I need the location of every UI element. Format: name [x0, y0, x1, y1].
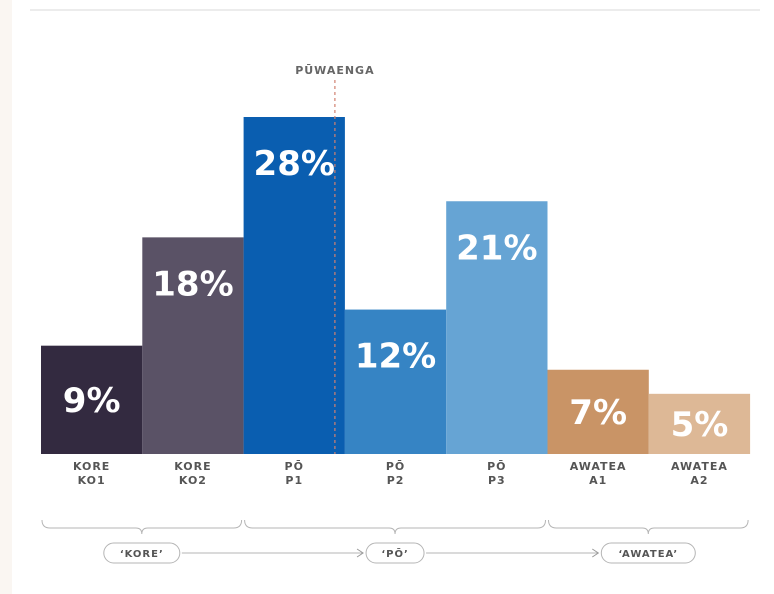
- phase-brace: [41, 519, 243, 535]
- phase-label: ‘KORE’: [120, 549, 164, 560]
- category-group-label: KORE: [73, 460, 110, 473]
- value-label-p2: 12%: [355, 337, 436, 377]
- value-label-p1: 28%: [254, 144, 335, 184]
- marker-label: PŪWAENGA: [295, 64, 374, 77]
- value-label-p3: 21%: [456, 228, 537, 268]
- value-label-a1: 7%: [569, 393, 627, 433]
- category-group-label: AWATEA: [570, 460, 627, 473]
- bar-ko1: [41, 345, 143, 454]
- phase-arrow-head: [356, 548, 364, 558]
- phase-label: ‘PŌ’: [381, 547, 408, 560]
- phase-pill: [103, 542, 181, 564]
- value-label-a2: 5%: [671, 405, 729, 445]
- bar-a1: [547, 369, 649, 454]
- phase-pill: [365, 542, 425, 564]
- phase-pill: [600, 542, 696, 564]
- category-code-label: A1: [589, 474, 607, 487]
- category-group-label: AWATEA: [671, 460, 728, 473]
- category-code-label: KO1: [78, 474, 106, 487]
- category-code-label: P3: [488, 474, 506, 487]
- category-group-label: PŌ: [285, 460, 304, 473]
- category-code-label: P2: [387, 474, 405, 487]
- category-code-label: A2: [690, 474, 708, 487]
- bar-a2: [648, 393, 751, 454]
- value-label-ko1: 9%: [63, 381, 121, 421]
- category-group-label: PŌ: [487, 460, 506, 473]
- bar-p1: [243, 117, 345, 454]
- left-edge-strip: [0, 0, 12, 594]
- category-code-label: KO2: [179, 474, 207, 487]
- category-group-label: PŌ: [386, 460, 405, 473]
- phase-brace: [244, 519, 546, 535]
- value-label-ko2: 18%: [152, 264, 233, 304]
- category-group-label: KORE: [174, 460, 211, 473]
- bar-p2: [344, 309, 447, 454]
- bar-p3: [446, 201, 548, 454]
- bar-ko2: [142, 237, 244, 454]
- phase-arrow-head: [592, 548, 600, 558]
- phase-brace: [548, 519, 749, 535]
- phase-label: ‘AWATEA’: [618, 549, 678, 560]
- category-code-label: P1: [285, 474, 303, 487]
